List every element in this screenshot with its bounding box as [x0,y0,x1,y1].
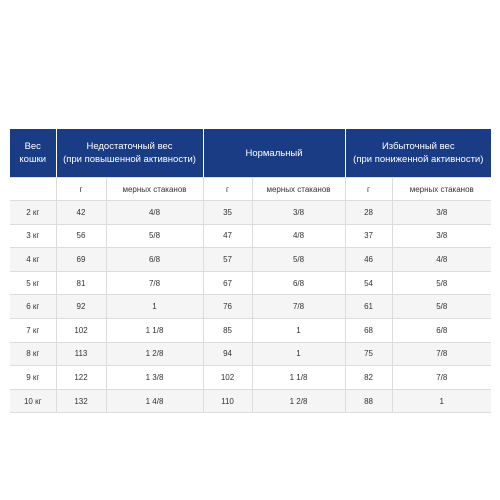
value-cell: 47 [202,223,253,248]
header-line: (при пониженной активности) [353,154,484,165]
value-cell: 28 [344,200,393,225]
value-cell: 88 [344,388,393,414]
value-cell: 61 [344,294,393,319]
weight-cell: 9 кг [10,365,56,390]
value-cell: 94 [202,341,253,366]
value-cell: 3/8 [391,200,492,225]
value-cell: 4/8 [105,200,204,225]
unit-cell: мерных стаканов [391,177,492,201]
value-cell: 5/8 [391,270,492,295]
weight-cell: 10 кг [10,388,56,414]
feeding-table: Вес кошки Недостаточный вес (при повышенн… [10,129,492,414]
table-row: 5 кг 81 7/8 67 6/8 54 5/8 [10,270,492,295]
value-cell: 82 [344,365,393,390]
table-row: 7 кг 102 1 1/8 85 1 68 6/8 [10,317,492,343]
value-cell: 1 [251,341,346,366]
header-normal: Нормальный [202,129,346,178]
value-cell: 102 [202,365,253,390]
header-cat-weight: Вес кошки [10,129,56,178]
value-cell: 85 [202,317,253,343]
unit-cell: г [344,177,393,201]
value-cell: 75 [344,341,393,366]
value-cell: 68 [344,317,393,343]
header-line: Избыточный вес [381,141,455,152]
header-line: (при повышенной активности) [63,154,196,165]
header-underweight: Недостаточный вес (при повышенной активно… [55,129,204,178]
value-cell: 4/8 [391,247,492,272]
value-cell: 6/8 [105,247,204,272]
value-cell: 102 [55,317,106,343]
value-cell: 7/8 [105,270,204,295]
table-row: 4 кг 69 6/8 57 5/8 46 4/8 [10,247,492,272]
table-row: 8 кг 113 1 2/8 94 1 75 7/8 [10,341,492,366]
value-cell: 76 [202,294,253,319]
table-body: г мерных стаканов г мерных стаканов г мерных … [10,177,492,414]
value-cell: 42 [55,200,106,225]
table-row: 6 кг 92 1 76 7/8 61 5/8 [10,294,492,319]
table-row: 3 кг 56 5/8 47 4/8 37 3/8 [10,223,492,248]
weight-cell: 8 кг [10,341,56,366]
unit-cell: мерных стаканов [251,177,346,201]
unit-cell: г [202,177,253,201]
value-cell: 67 [202,270,253,295]
table-row: 2 кг 42 4/8 35 3/8 28 3/8 [10,200,492,225]
value-cell: 54 [344,270,393,295]
value-cell: 4/8 [251,223,346,248]
value-cell: 1 1/8 [105,317,204,343]
value-cell: 1 [251,317,346,343]
value-cell: 6/8 [391,317,492,343]
value-cell: 7/8 [391,365,492,390]
unit-cell: мерных стаканов [105,177,204,201]
header-row: Вес кошки Недостаточный вес (при повышенн… [10,129,492,178]
table-row: 10 кг 132 1 4/8 110 1 2/8 88 1 [10,388,492,414]
header-line: Недостаточный вес [86,141,173,152]
value-cell: 5/8 [391,294,492,319]
value-cell: 7/8 [251,294,346,319]
value-cell: 1 [105,294,204,319]
weight-cell: 4 кг [10,247,56,272]
value-cell: 37 [344,223,393,248]
value-cell: 1 2/8 [251,388,346,414]
value-cell: 81 [55,270,106,295]
value-cell: 1 [391,388,492,414]
value-cell: 132 [55,388,106,414]
value-cell: 3/8 [251,200,346,225]
weight-cell: 7 кг [10,317,56,343]
value-cell: 5/8 [251,247,346,272]
value-cell: 1 3/8 [105,365,204,390]
value-cell: 3/8 [391,223,492,248]
unit-cell: г [55,177,106,201]
value-cell: 1 4/8 [105,388,204,414]
weight-cell: 3 кг [10,223,56,248]
weight-cell: 6 кг [10,294,56,319]
weight-cell: 5 кг [10,270,56,295]
value-cell: 5/8 [105,223,204,248]
value-cell: 92 [55,294,106,319]
value-cell: 56 [55,223,106,248]
value-cell: 1 2/8 [105,341,204,366]
header-overweight: Избыточный вес (при пониженной активности… [344,129,492,178]
weight-cell: 2 кг [10,200,56,225]
value-cell: 7/8 [391,341,492,366]
value-cell: 122 [55,365,106,390]
value-cell: 46 [344,247,393,272]
table-row: 9 кг 122 1 3/8 102 1 1/8 82 7/8 [10,365,492,390]
value-cell: 35 [202,200,253,225]
value-cell: 113 [55,341,106,366]
unit-cell [10,177,56,201]
units-row: г мерных стаканов г мерных стаканов г мерных … [10,177,492,201]
value-cell: 69 [55,247,106,272]
value-cell: 57 [202,247,253,272]
value-cell: 6/8 [251,270,346,295]
value-cell: 110 [202,388,253,414]
value-cell: 1 1/8 [251,365,346,390]
